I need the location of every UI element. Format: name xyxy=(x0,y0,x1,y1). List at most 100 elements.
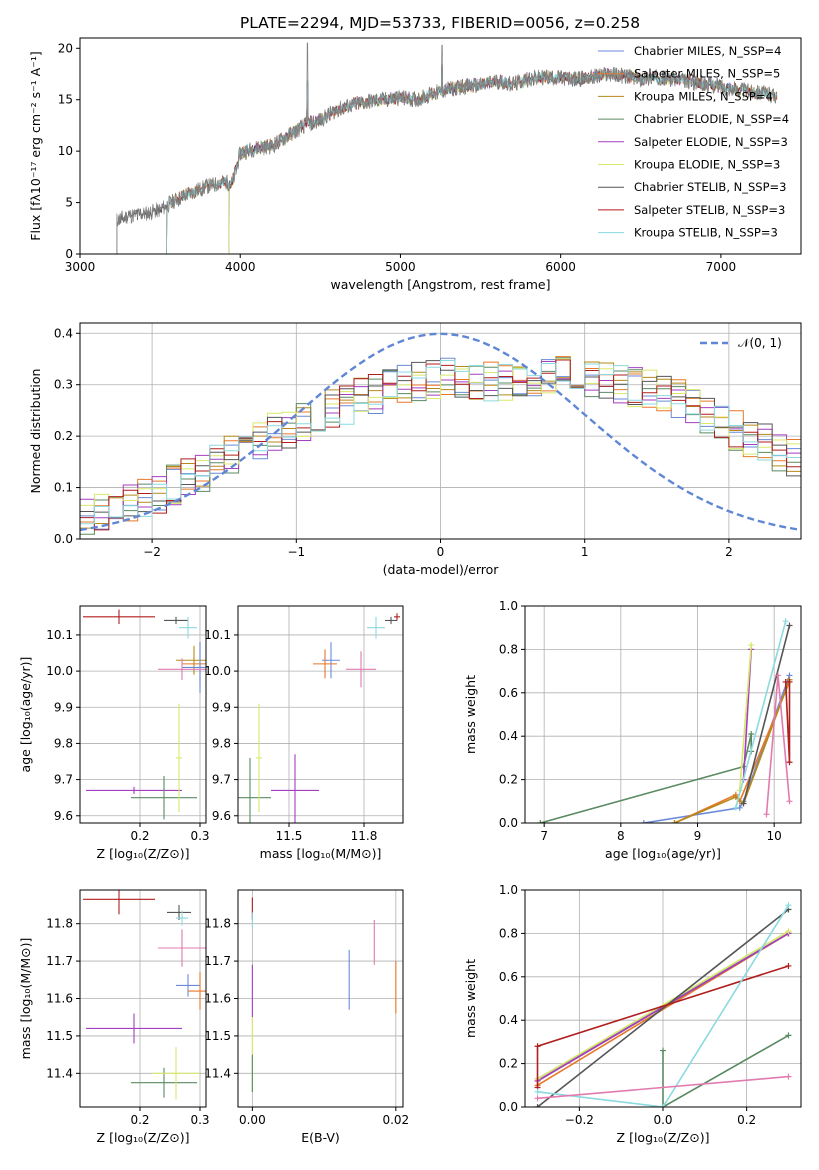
x-tick-label: 0.3 xyxy=(190,829,209,843)
y-tick-label: 10.1 xyxy=(204,628,231,642)
legend-label: Salpeter STELIB, N_SSP=3 xyxy=(634,203,785,217)
y-tick-label: 0.8 xyxy=(499,642,518,656)
y-tick-label: 0 xyxy=(65,247,73,261)
plot-area xyxy=(83,890,206,1100)
legend-label: Salpeter ELODIE, N_SSP=3 xyxy=(634,135,788,149)
histogram-chabrier-stelib xyxy=(80,360,801,518)
x-tick-label: −1 xyxy=(287,545,305,559)
y-tick-label: 9.7 xyxy=(212,773,231,787)
y-tick-label: 0.2 xyxy=(499,1057,518,1071)
y-tick-label: 10.0 xyxy=(46,664,73,678)
y-axis-label: mass [log₁₀(M/M⊙)] xyxy=(18,938,33,1060)
x-tick-label: 0.3 xyxy=(190,1113,209,1127)
x-tick-label: 2 xyxy=(725,545,733,559)
figure-title: PLATE=2294, MJD=53733, FIBERID=0056, z=0… xyxy=(240,14,640,32)
y-tick-label: 0.4 xyxy=(499,729,518,743)
plot-area xyxy=(83,609,206,820)
x-tick-label: 6000 xyxy=(545,260,576,274)
panel-weight_vs_Z: −0.2 0.0 0.2 0.0 0.2 0.4 0.6 0.8 1.0 Z [log₁₀(Z/Z… xyxy=(463,883,802,1145)
weight-line-chabrier-stelib xyxy=(742,625,791,804)
plot-area xyxy=(537,618,793,823)
legend-label: Salpeter MILES, N_SSP=5 xyxy=(634,67,780,81)
y-axis-label: Flux [fλ10⁻¹⁷ erg cm⁻² s⁻¹ A⁻¹] xyxy=(28,51,43,240)
x-tick-label: 7000 xyxy=(706,260,737,274)
x-tick-label: 9 xyxy=(694,829,702,843)
x-axis-label: mass [log₁₀(M/M⊙)] xyxy=(260,846,382,861)
y-tick-label: 9.6 xyxy=(212,809,231,823)
panel-age_vs_Z: 0.2 0.3 9.6 9.7 9.8 9.9 10.0 10.1 Z [log₁₀(Z/Z⊙)… xyxy=(18,605,210,861)
x-tick-label: 0.0 xyxy=(653,1113,672,1127)
y-tick-label: 11.6 xyxy=(204,992,231,1006)
y-tick-label: 9.7 xyxy=(54,773,73,787)
y-tick-label: 11.4 xyxy=(204,1066,231,1080)
histogram-chabrier-elodie xyxy=(80,357,801,535)
y-tick-label: 11.7 xyxy=(204,954,231,968)
histogram-kroupa-stelib xyxy=(80,360,801,525)
y-tick-label: 0.1 xyxy=(54,481,73,495)
weight-marker xyxy=(537,820,544,823)
weight-line-chabrier-stelib xyxy=(537,908,789,1107)
axes-frame xyxy=(524,605,802,824)
panel-weight_vs_age: 7 8 9 10 0.0 0.2 0.4 0.6 0.8 1.0 age [log₁₀(age/yr… xyxy=(463,599,802,861)
weight-marker xyxy=(785,928,792,935)
panel-mass_vs_Z: 0.2 0.3 11.4 11.5 11.6 11.7 11.8 Z [log₁₀(Z/Z⊙)… xyxy=(18,889,210,1145)
axes-frame xyxy=(237,605,404,824)
weight-marker xyxy=(775,672,781,679)
histogram-salpeter-stelib xyxy=(80,359,801,531)
y-tick-label: 0.3 xyxy=(54,378,73,392)
weight-marker xyxy=(640,820,647,823)
panel-spectrum: 3000 4000 5000 6000 7000 0 5 10 15 20 wavelength [… xyxy=(28,37,802,292)
y-tick-label: 0.4 xyxy=(54,326,73,340)
weight-line-kroupa-stelib xyxy=(537,904,790,1107)
x-tick-label: 0.02 xyxy=(382,1113,409,1127)
x-tick-label: 4000 xyxy=(225,260,256,274)
x-tick-label: 0.2 xyxy=(130,1113,149,1127)
x-tick-label: 0.2 xyxy=(130,829,149,843)
weight-line-salpeter-elodie xyxy=(537,932,789,1082)
y-tick-label: 0.4 xyxy=(499,1013,518,1027)
y-tick-label: 9.6 xyxy=(54,809,73,823)
x-tick-label: 10 xyxy=(767,829,782,843)
y-tick-label: 0.2 xyxy=(54,429,73,443)
y-tick-label: 10.1 xyxy=(46,628,73,642)
weight-line-chabrier-elodie xyxy=(662,1034,789,1107)
legend-label: 𝒩(0, 1) xyxy=(738,336,782,350)
panel-mass_vs_ebv: 0.00 0.02 11.4 11.5 11.6 11.7 11.8 E(B-V) xyxy=(204,889,409,1145)
x-axis-label: Z [log₁₀(Z/Z⊙)] xyxy=(97,846,190,861)
y-tick-label: 9.8 xyxy=(212,736,231,750)
x-axis-label: age [log₁₀(age/yr)] xyxy=(605,846,721,861)
y-tick-label: 11.5 xyxy=(46,1029,73,1043)
plot-area xyxy=(80,332,801,535)
y-tick-label: 10.0 xyxy=(204,664,231,678)
weight-marker xyxy=(671,820,678,823)
weight-marker xyxy=(534,1043,541,1050)
legend: Chabrier MILES, N_SSP=4 Salpeter MILES, N… xyxy=(598,44,789,240)
legend-label: Chabrier MILES, N_SSP=4 xyxy=(634,44,781,58)
weight-marker xyxy=(534,1104,541,1107)
y-tick-label: 9.9 xyxy=(212,700,231,714)
y-axis-label: Normed distribution xyxy=(28,369,43,494)
weight-marker xyxy=(660,1047,666,1054)
y-tick-label: 0.2 xyxy=(499,773,518,787)
y-tick-label: 11.8 xyxy=(204,917,231,931)
weight-marker xyxy=(732,804,739,811)
weight-marker xyxy=(763,811,770,818)
x-axis-label: Z [log₁₀(Z/Z⊙)] xyxy=(617,1130,710,1145)
x-tick-label: 0.00 xyxy=(239,1113,266,1127)
weight-marker xyxy=(786,798,793,805)
histogram-kroupa-elodie xyxy=(80,358,801,506)
plot-area xyxy=(534,902,792,1107)
plot-area xyxy=(238,613,400,823)
y-tick-label: 5 xyxy=(65,196,73,210)
weight-marker xyxy=(785,902,792,909)
x-tick-label: 7 xyxy=(540,829,548,843)
x-tick-label: 3000 xyxy=(65,260,96,274)
legend-label: Kroupa STELIB, N_SSP=3 xyxy=(634,226,778,240)
x-axis-label: Z [log₁₀(Z/Z⊙)] xyxy=(97,1130,190,1145)
x-tick-label: 0.2 xyxy=(737,1113,756,1127)
weight-marker xyxy=(732,793,739,800)
gaussian-curve xyxy=(80,332,801,532)
x-tick-label: 11.8 xyxy=(351,829,378,843)
y-tick-label: 11.6 xyxy=(46,992,73,1006)
weight-marker xyxy=(660,1104,666,1107)
